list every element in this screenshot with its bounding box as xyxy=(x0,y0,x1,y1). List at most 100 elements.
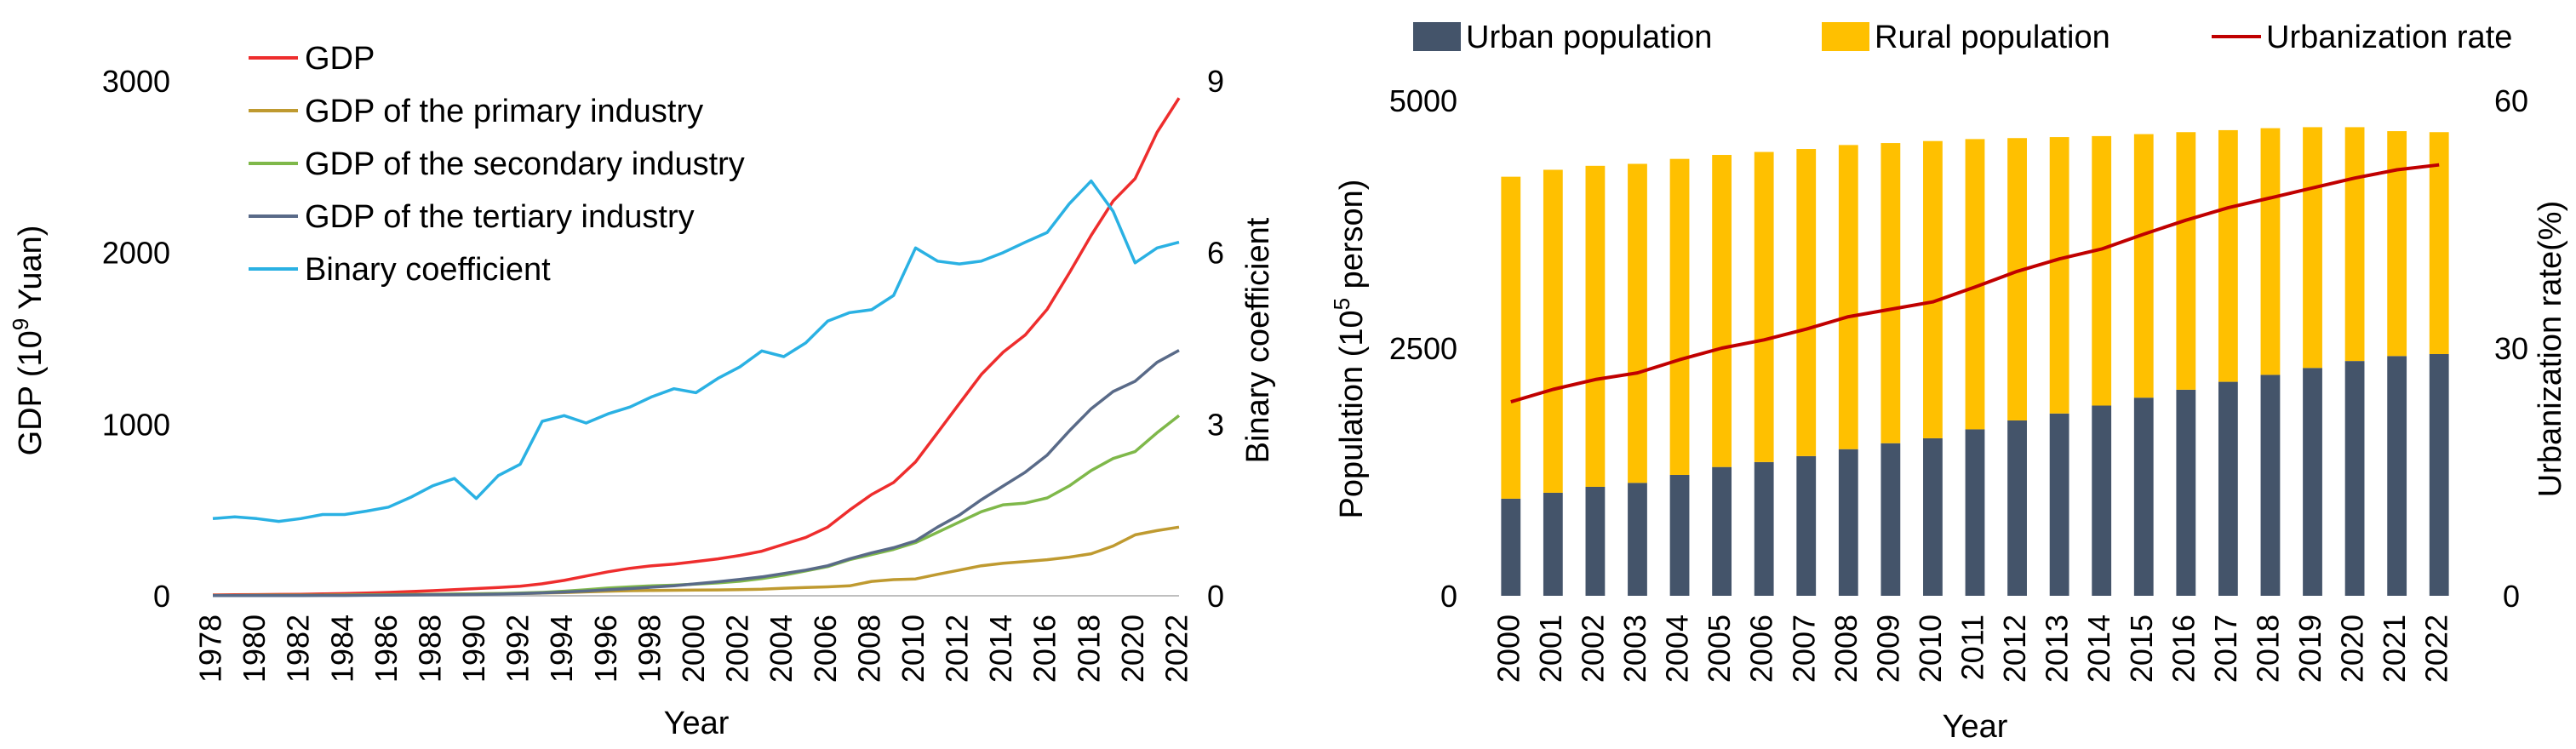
bar-urban-population xyxy=(1754,461,1774,596)
series-line-binary-coefficient xyxy=(212,179,1180,523)
bar-urban-population xyxy=(2429,353,2449,596)
legend-label: Binary coefficient xyxy=(305,252,551,288)
x-tick-label: 2021 xyxy=(2377,615,2412,683)
y-axis-title-left: GDP (109 Yuan) xyxy=(8,226,49,456)
x-tick-label: 2016 xyxy=(1028,615,1062,683)
x-tick-label: 2008 xyxy=(851,615,886,683)
bar-rural-population xyxy=(2218,129,2238,382)
bar-urban-population xyxy=(1501,498,1521,596)
bar-rural-population xyxy=(1880,143,1901,443)
x-tick-label: 2022 xyxy=(2419,615,2454,683)
y-tick-label-left: 0 xyxy=(153,579,170,614)
legend-label: GDP of the secondary industry xyxy=(305,146,745,182)
legend-label: GDP of the tertiary industry xyxy=(305,199,695,235)
y-tick-label-left: 5000 xyxy=(1389,83,1457,118)
bar-urban-population xyxy=(1796,455,1817,596)
x-tick-label: 2010 xyxy=(1913,615,1948,683)
bar-urban-population xyxy=(1543,492,1563,596)
x-tick-label: 1984 xyxy=(324,615,359,683)
y-tick-label-right: 60 xyxy=(2494,83,2528,118)
bar-rural-population xyxy=(2303,127,2322,369)
x-tick-label: 2016 xyxy=(2166,615,2201,683)
bar-rural-population xyxy=(2049,137,2069,414)
y-tick-label-right: 9 xyxy=(1207,64,1224,99)
x-tick-label: 2018 xyxy=(1071,615,1106,683)
y-tick-label-right: 30 xyxy=(2494,331,2528,366)
x-tick-label: 2022 xyxy=(1159,615,1194,683)
x-tick-label: 2005 xyxy=(1702,615,1737,683)
x-tick-label: 2000 xyxy=(676,615,711,683)
x-tick-label: 2015 xyxy=(2124,615,2159,683)
bar-rural-population xyxy=(1796,149,1817,456)
bar-rural-population xyxy=(1628,163,1647,483)
bar-rural-population xyxy=(1754,152,1774,462)
x-tick-label: 2009 xyxy=(1870,615,1905,683)
x-tick-label: 1978 xyxy=(193,615,228,683)
bar-urban-population xyxy=(2092,405,2112,596)
bar-urban-population xyxy=(1923,437,1943,596)
legend-swatch xyxy=(1822,22,1869,51)
y-axis-title-left: Population (105 person) xyxy=(1329,180,1370,519)
x-tick-label: 1986 xyxy=(369,615,404,683)
legend-swatch xyxy=(1413,22,1461,51)
y-tick-label-left: 2500 xyxy=(1389,331,1457,366)
x-tick-label: 2018 xyxy=(2250,615,2285,683)
x-tick-label: 2013 xyxy=(2040,615,2075,683)
x-tick-label: 2004 xyxy=(764,615,799,683)
bar-urban-population xyxy=(1712,466,1732,596)
bar-urban-population xyxy=(2176,389,2196,596)
bar-rural-population xyxy=(1585,165,1606,487)
y-tick-label-left: 1000 xyxy=(102,407,170,442)
y-axis-title-right: Binary coefficient xyxy=(1240,217,1276,463)
bar-rural-population xyxy=(2092,135,2112,406)
x-tick-label: 2010 xyxy=(896,615,930,683)
bar-rural-population xyxy=(2429,132,2449,354)
y-tick-label-right: 0 xyxy=(1207,579,1224,614)
x-tick-label: 2003 xyxy=(1617,615,1652,683)
bar-urban-population xyxy=(1965,429,1985,596)
bar-urban-population xyxy=(2007,420,2027,596)
x-tick-label: 2004 xyxy=(1660,615,1695,683)
x-tick-label: 2012 xyxy=(940,615,975,683)
legend-label: GDP xyxy=(305,41,375,77)
x-tick-label: 2007 xyxy=(1786,615,1821,683)
x-tick-label: 1994 xyxy=(544,615,579,683)
series-line-urbanization-rate xyxy=(1510,163,2440,404)
legend-label: GDP of the primary industry xyxy=(305,94,703,129)
x-tick-label: 2017 xyxy=(2208,615,2243,683)
bar-rural-population xyxy=(1669,158,1690,475)
x-tick-label: 1992 xyxy=(501,615,535,683)
y-tick-label-right: 6 xyxy=(1207,236,1224,271)
series-line-gdp-of-the-tertiary-industry xyxy=(213,349,1180,597)
y-tick-label-left: 0 xyxy=(1440,579,1457,614)
series-line-gdp xyxy=(212,97,1181,597)
bar-urban-population xyxy=(1628,483,1647,596)
bar-rural-population xyxy=(1838,145,1858,449)
x-tick-label: 2014 xyxy=(983,615,1018,683)
x-tick-label: 2020 xyxy=(2335,615,2370,683)
x-tick-label: 2006 xyxy=(1744,615,1779,683)
x-tick-label: 2012 xyxy=(1997,615,2032,683)
x-tick-label: 2019 xyxy=(2293,615,2327,683)
x-tick-label: 1996 xyxy=(588,615,623,683)
bar-rural-population xyxy=(1923,140,1943,438)
bar-urban-population xyxy=(2303,368,2322,596)
x-tick-label: 1988 xyxy=(412,615,447,683)
bar-urban-population xyxy=(2049,413,2069,596)
legend-label: Urbanization rate xyxy=(2266,20,2512,55)
y-tick-label-left: 3000 xyxy=(102,64,170,99)
bar-rural-population xyxy=(2344,127,2365,362)
x-tick-label: 2000 xyxy=(1491,615,1526,683)
bar-urban-population xyxy=(1585,486,1606,596)
x-tick-label: 2002 xyxy=(720,615,755,683)
bar-urban-population xyxy=(1880,443,1901,596)
gdp-line-chart: 0 1000 2000 3000 0 3 6 9 1978 1980 1982 1984 1986 198… xyxy=(8,41,1276,741)
bar-rural-population xyxy=(2387,131,2407,357)
x-tick-label: 2002 xyxy=(1575,615,1610,683)
x-axis-title: Year xyxy=(664,706,730,741)
y-tick-label-right: 3 xyxy=(1207,407,1224,442)
bar-rural-population xyxy=(2176,132,2196,390)
x-tick-label: 2006 xyxy=(808,615,843,683)
x-tick-label: 1998 xyxy=(632,615,667,683)
